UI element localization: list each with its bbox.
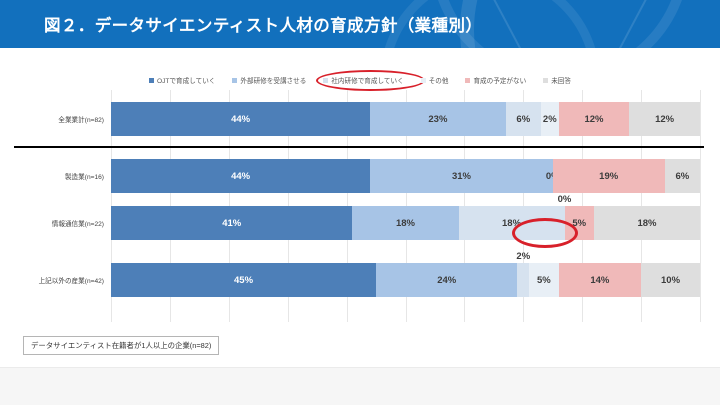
legend-swatch-icon	[420, 77, 426, 83]
legend-label: 社内研修で育成していく	[331, 78, 404, 85]
bar-segment-value: 44%	[231, 113, 251, 125]
stacked-bar: 44%31%0%19%6%	[111, 159, 700, 193]
bar-segment-value: 31%	[451, 170, 471, 182]
bar-segment-value: 6%	[516, 113, 531, 125]
legend-label: 未回答	[551, 78, 571, 85]
bar-segment-value: 45%	[234, 274, 254, 286]
bar-segment[interactable]: 5%	[564, 206, 594, 240]
legend-swatch-icon	[465, 77, 471, 83]
legend-item[interactable]: 外部研修を受講させる	[232, 75, 306, 85]
bar-segment-value: 23%	[428, 113, 448, 125]
bar-segment[interactable]: 18%	[352, 206, 459, 240]
bar-segment-value: 12%	[584, 113, 604, 125]
legend-label: 育成の予定がない	[473, 78, 527, 85]
row-category-label: 情報通信業(n=22)	[51, 221, 104, 228]
legend-swatch-icon	[543, 77, 549, 83]
bar-segment-value: 2%	[542, 113, 557, 125]
footnote-box: データサイエンティスト在籍者が1人以上の企業(n=82)	[23, 336, 220, 355]
legend-item[interactable]: 社内研修で育成していく	[316, 70, 426, 91]
stacked-bar: 44% 23% 6% 2% 12% 12%	[111, 102, 700, 136]
bar-segment[interactable]: 12%	[558, 102, 630, 136]
bar-segment-value: 12%	[655, 113, 675, 125]
legend-label: 外部研修を受講させる	[240, 78, 307, 85]
slide-header: 図２．データサイエンティスト人材の育成方針（業種別）	[0, 0, 720, 48]
stacked-bar: 45% 24% 2% 5% 14% 10%	[111, 251, 700, 297]
bar-segment[interactable]: 19%	[552, 159, 665, 193]
stacked-bar-chart: 全業業計(n=82) 44% 23% 6% 2% 12% 12% 製造業(n=16) 44% 31…	[0, 90, 720, 322]
bar-segment[interactable]: 31%	[370, 159, 553, 193]
bar-segment-value: 44%	[231, 170, 251, 182]
bar-segment[interactable]: 5%	[529, 263, 559, 297]
bar-segment[interactable]: 24%	[376, 263, 518, 297]
page-title: 図２．データサイエンティスト人材の育成方針（業種別）	[44, 17, 483, 35]
bar-segment[interactable]: 44%	[111, 102, 371, 136]
bar-segment[interactable]: 23%	[370, 102, 506, 136]
bar-segment-value: 2%	[516, 251, 531, 262]
chart-row: 情報通信業(n=22) 41% 18% 18% 0% 5% 18%	[0, 194, 720, 240]
bar-segment[interactable]: 10%	[641, 263, 700, 297]
legend-item[interactable]: 育成の予定がない	[465, 75, 526, 85]
chart-row: 製造業(n=16)44%31%0%19%6%	[0, 159, 720, 193]
bar-segment-value: 14%	[590, 274, 610, 286]
legend-swatch-icon	[232, 77, 238, 83]
bar-segment-value: 10%	[661, 274, 681, 286]
legend-item[interactable]: その他	[420, 75, 449, 85]
chart-row: 上記以外の産業(n=42) 45% 24% 2% 5% 14% 10%	[0, 251, 720, 297]
row-category-label: 全業業計(n=82)	[58, 117, 104, 124]
bar-segment-value: 6%	[675, 170, 690, 182]
legend-swatch-icon	[148, 77, 154, 83]
bar-segment-value: 19%	[599, 170, 619, 182]
bar-segment-value: 18%	[395, 217, 415, 229]
row-category-label: 上記以外の産業(n=42)	[38, 278, 104, 285]
bar-segment-value: 5%	[572, 217, 587, 229]
slide-footer: DataScientist Society Copyright © 2020 T…	[0, 367, 720, 405]
bar-segment[interactable]: 6%	[505, 102, 541, 136]
bar-segment-value: 18%	[502, 217, 522, 229]
bar-segment-value: 41%	[222, 217, 242, 229]
bar-segment[interactable]: 45%	[111, 263, 377, 297]
bar-segment[interactable]: 14%	[558, 263, 642, 297]
legend-label: OJTで育成していく	[156, 78, 216, 85]
stacked-bar: 41% 18% 18% 0% 5% 18%	[111, 194, 700, 240]
gridline	[700, 90, 701, 322]
legend-item[interactable]: 未回答	[543, 75, 571, 85]
bar-segment[interactable]: 44%	[111, 159, 371, 193]
bar-segment-value: 24%	[437, 274, 457, 286]
bar-segment[interactable]: 18%	[458, 206, 565, 240]
row-category-label: 製造業(n=16)	[64, 174, 104, 181]
total-row-separator	[14, 146, 704, 148]
legend-label: その他	[428, 78, 449, 85]
bar-segment-value: 18%	[637, 217, 657, 229]
chart-legend: OJTで育成していく 外部研修を受講させる 社内研修で育成していく その他 育成の予定が…	[0, 70, 720, 91]
bar-segment[interactable]: 18%	[593, 206, 700, 240]
bar-segment[interactable]: 41%	[111, 206, 353, 240]
legend-swatch-icon	[323, 77, 329, 83]
bar-segment[interactable]: 2%	[516, 251, 530, 297]
bar-segment-value: 5%	[537, 274, 551, 286]
bar-segment[interactable]: 2%	[540, 102, 559, 136]
bar-segment[interactable]: 6%	[664, 159, 700, 193]
legend-item[interactable]: OJTで育成していく	[148, 75, 216, 85]
bar-segment-value: 0%	[557, 194, 572, 205]
chart-row: 全業業計(n=82) 44% 23% 6% 2% 12% 12%	[0, 102, 720, 136]
bar-segment[interactable]: 12%	[629, 102, 700, 136]
